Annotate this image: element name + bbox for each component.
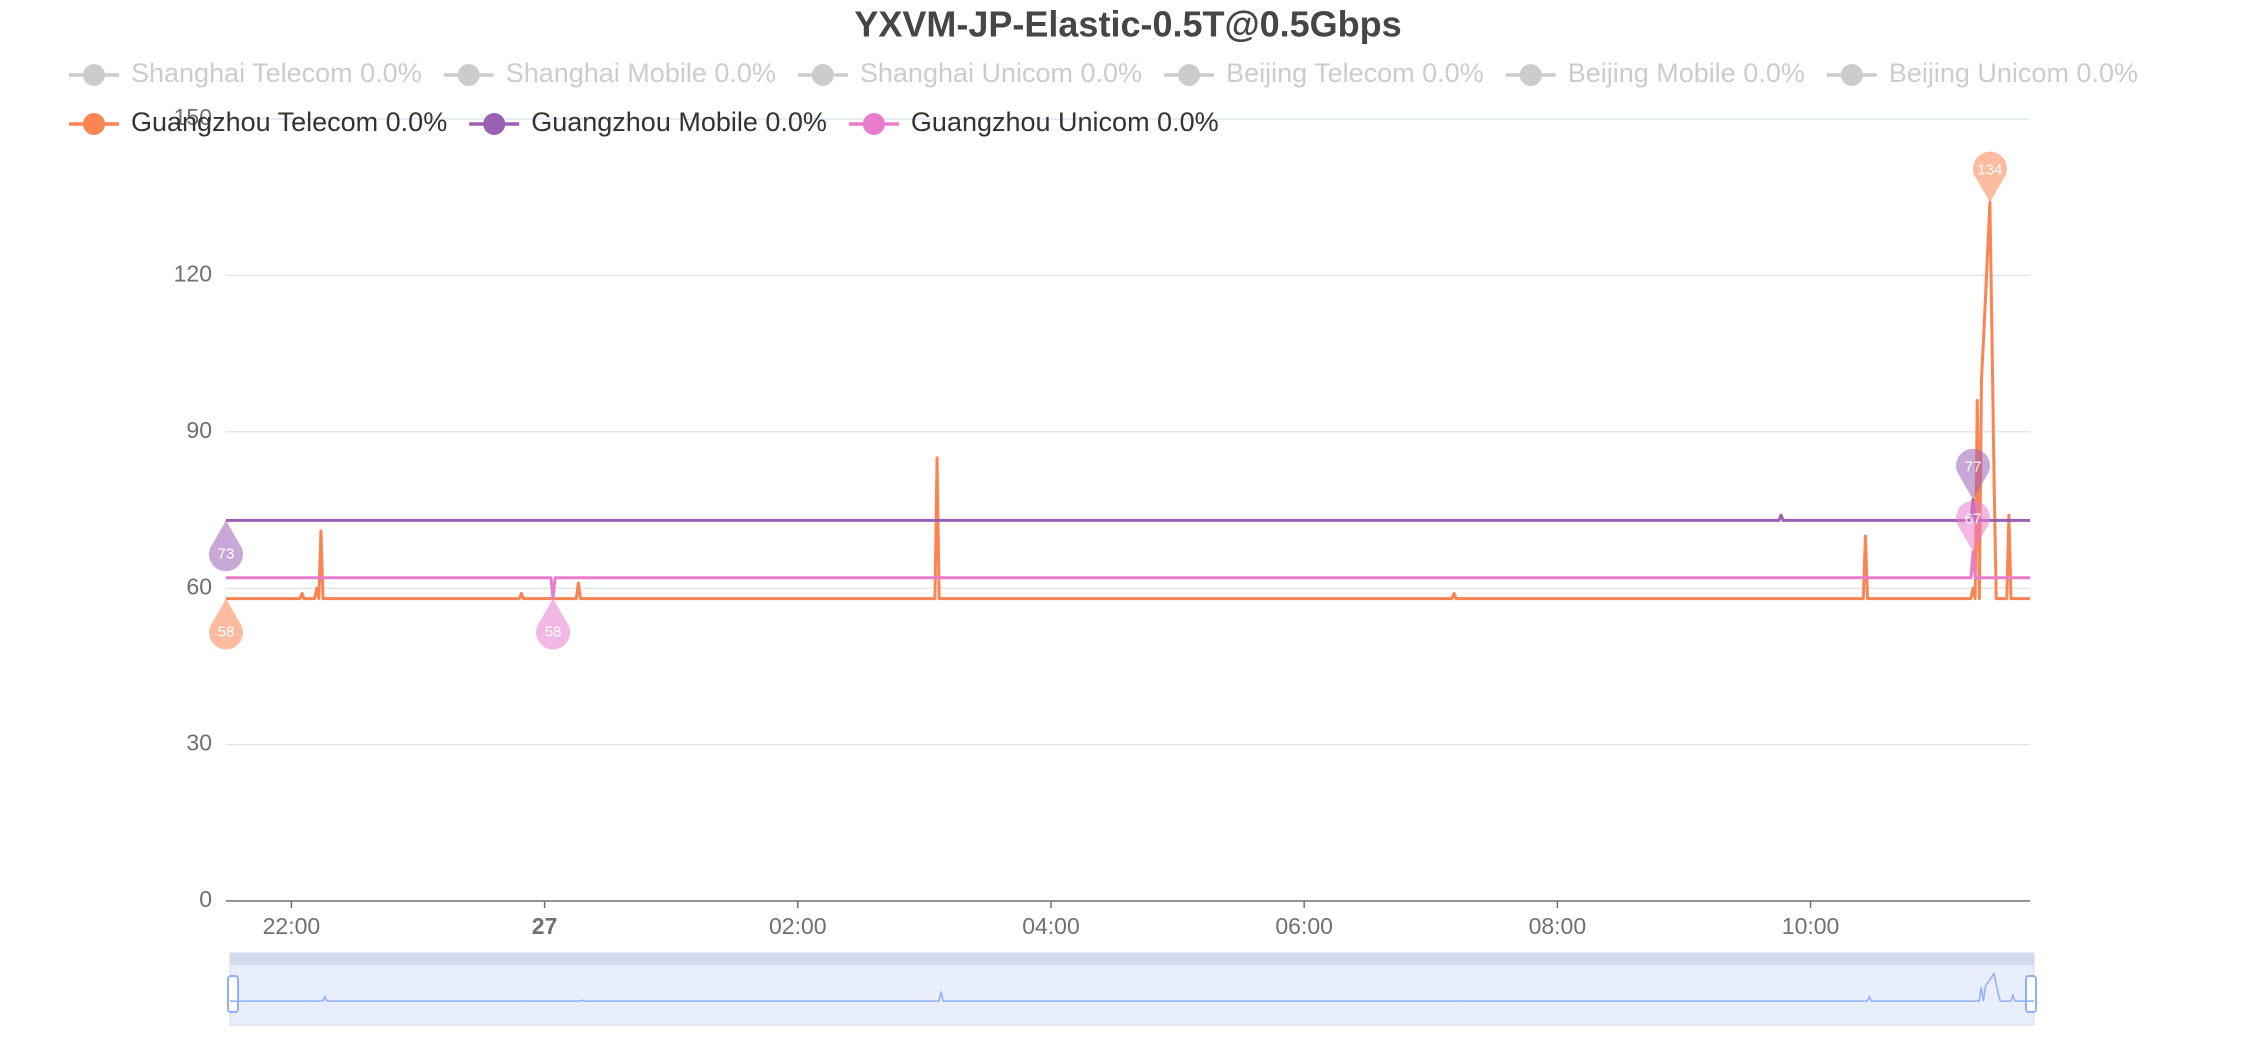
x-tick-label: 27: [532, 913, 558, 939]
legend-item[interactable]: Shanghai Mobile 0.0%: [443, 58, 776, 88]
legend-label: Shanghai Unicom 0.0%: [860, 58, 1142, 88]
x-tick-label: 04:00: [1022, 913, 1080, 939]
legend-icon: [811, 64, 834, 86]
legend-item[interactable]: Beijing Unicom 0.0%: [1826, 58, 2138, 88]
mark-pin-label: 58: [545, 624, 562, 641]
legend-icon: [1519, 64, 1542, 86]
x-tick-label: 10:00: [1782, 913, 1840, 939]
legend-icon: [457, 64, 480, 86]
legend-label: Beijing Telecom 0.0%: [1226, 58, 1484, 88]
legend-item[interactable]: Beijing Telecom 0.0%: [1164, 58, 1484, 88]
legend-label: Shanghai Mobile 0.0%: [506, 58, 776, 88]
y-tick-label: 30: [186, 730, 212, 756]
mark-pin-label: 77: [1965, 459, 1982, 476]
x-tick-label: 06:00: [1275, 913, 1333, 939]
y-tick-label: 60: [186, 573, 212, 599]
y-tick-label: 120: [174, 260, 212, 286]
y-tick-label: 150: [174, 104, 212, 130]
mark-pin-label: 58: [218, 624, 235, 641]
legend-label: Beijing Mobile 0.0%: [1568, 58, 1805, 88]
legend-label: Guangzhou Telecom 0.0%: [131, 107, 447, 137]
legend-item[interactable]: Guangzhou Telecom 0.0%: [69, 107, 447, 137]
data-zoom-slider[interactable]: [227, 952, 2037, 1026]
legend-icon: [83, 113, 105, 135]
legend-icon: [1178, 64, 1201, 86]
mark-pin-label: 73: [218, 545, 235, 562]
mark-pin: [209, 520, 243, 572]
mark-pin-label: 134: [1977, 161, 2002, 178]
legend-label: Guangzhou Mobile 0.0%: [531, 107, 827, 137]
mark-pin-label: 67: [1965, 511, 1982, 528]
slider-handle-right[interactable]: [2025, 975, 2037, 1013]
slider-handle-left[interactable]: [227, 975, 239, 1013]
legend-item[interactable]: Beijing Mobile 0.0%: [1505, 58, 1805, 88]
legend-label: Beijing Unicom 0.0%: [1889, 58, 2138, 88]
legend-icon: [83, 64, 105, 86]
series-line: [226, 498, 2030, 522]
x-tick-label: 22:00: [263, 913, 321, 939]
slider-preview: [230, 971, 2034, 1003]
legend-item[interactable]: Guangzhou Unicom 0.0%: [848, 107, 1219, 137]
legend-item[interactable]: Shanghai Telecom 0.0%: [69, 58, 422, 88]
mark-pin: [1956, 448, 1991, 500]
legend-icon: [862, 113, 885, 135]
legend-label: Shanghai Telecom 0.0%: [131, 58, 422, 88]
chart-title: YXVM-JP-Elastic-0.5T@0.5Gbps: [854, 4, 1401, 45]
mark-pin: [536, 598, 571, 650]
legend-label: Guangzhou Unicom 0.0%: [911, 107, 1219, 137]
series-line: [226, 550, 2030, 601]
y-tick-label: 90: [186, 417, 212, 443]
x-tick-label: 08:00: [1529, 913, 1587, 939]
legend-item[interactable]: Guangzhou Mobile 0.0%: [469, 107, 827, 137]
legend-icon: [1840, 64, 1863, 86]
slider-bar[interactable]: [230, 953, 2034, 965]
mark-pin: [209, 598, 243, 650]
mark-pin: [1956, 500, 1991, 552]
legend-item[interactable]: Shanghai Unicom 0.0%: [797, 58, 1142, 88]
mark-pin: [1972, 151, 2007, 203]
x-tick-label: 02:00: [769, 913, 827, 939]
series-line: [226, 200, 2030, 601]
legend-icon: [483, 113, 506, 135]
y-tick-label: 0: [199, 886, 212, 912]
